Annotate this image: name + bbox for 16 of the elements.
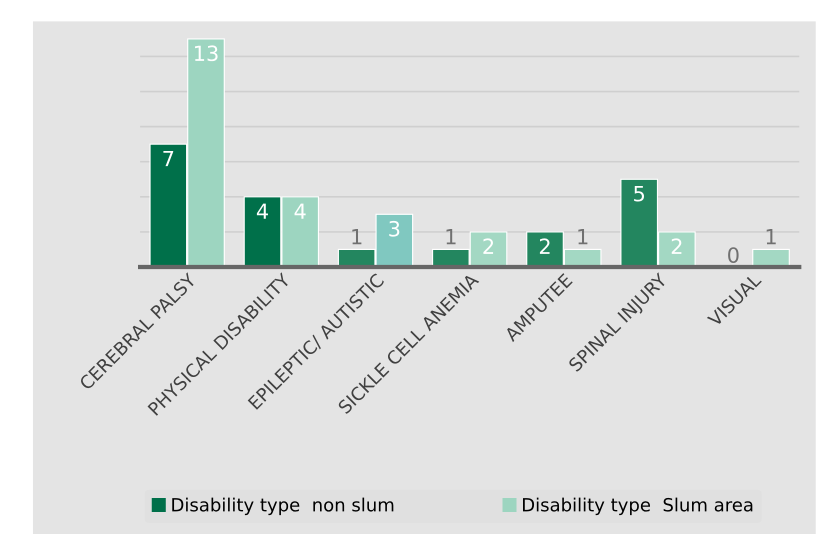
data-label: 5 <box>634 186 644 202</box>
legend-label: Disability type non slum <box>172 498 394 516</box>
data-label: 4 <box>256 204 268 219</box>
data-label: 2 <box>483 238 494 254</box>
legend-label: Disability type Slum area <box>523 498 752 516</box>
data-label: 4 <box>294 204 306 219</box>
data-label: 1 <box>766 229 776 244</box>
data-label: 2 <box>540 238 550 254</box>
data-label: 3 <box>389 220 400 237</box>
data-label: 7 <box>163 150 174 166</box>
data-label: 1 <box>446 229 456 244</box>
data-label: 2 <box>672 238 682 254</box>
data-label: 0 <box>728 247 739 263</box>
data-label: 13 <box>195 45 218 62</box>
data-label: 1 <box>352 229 362 244</box>
data-label: 1 <box>578 229 588 244</box>
